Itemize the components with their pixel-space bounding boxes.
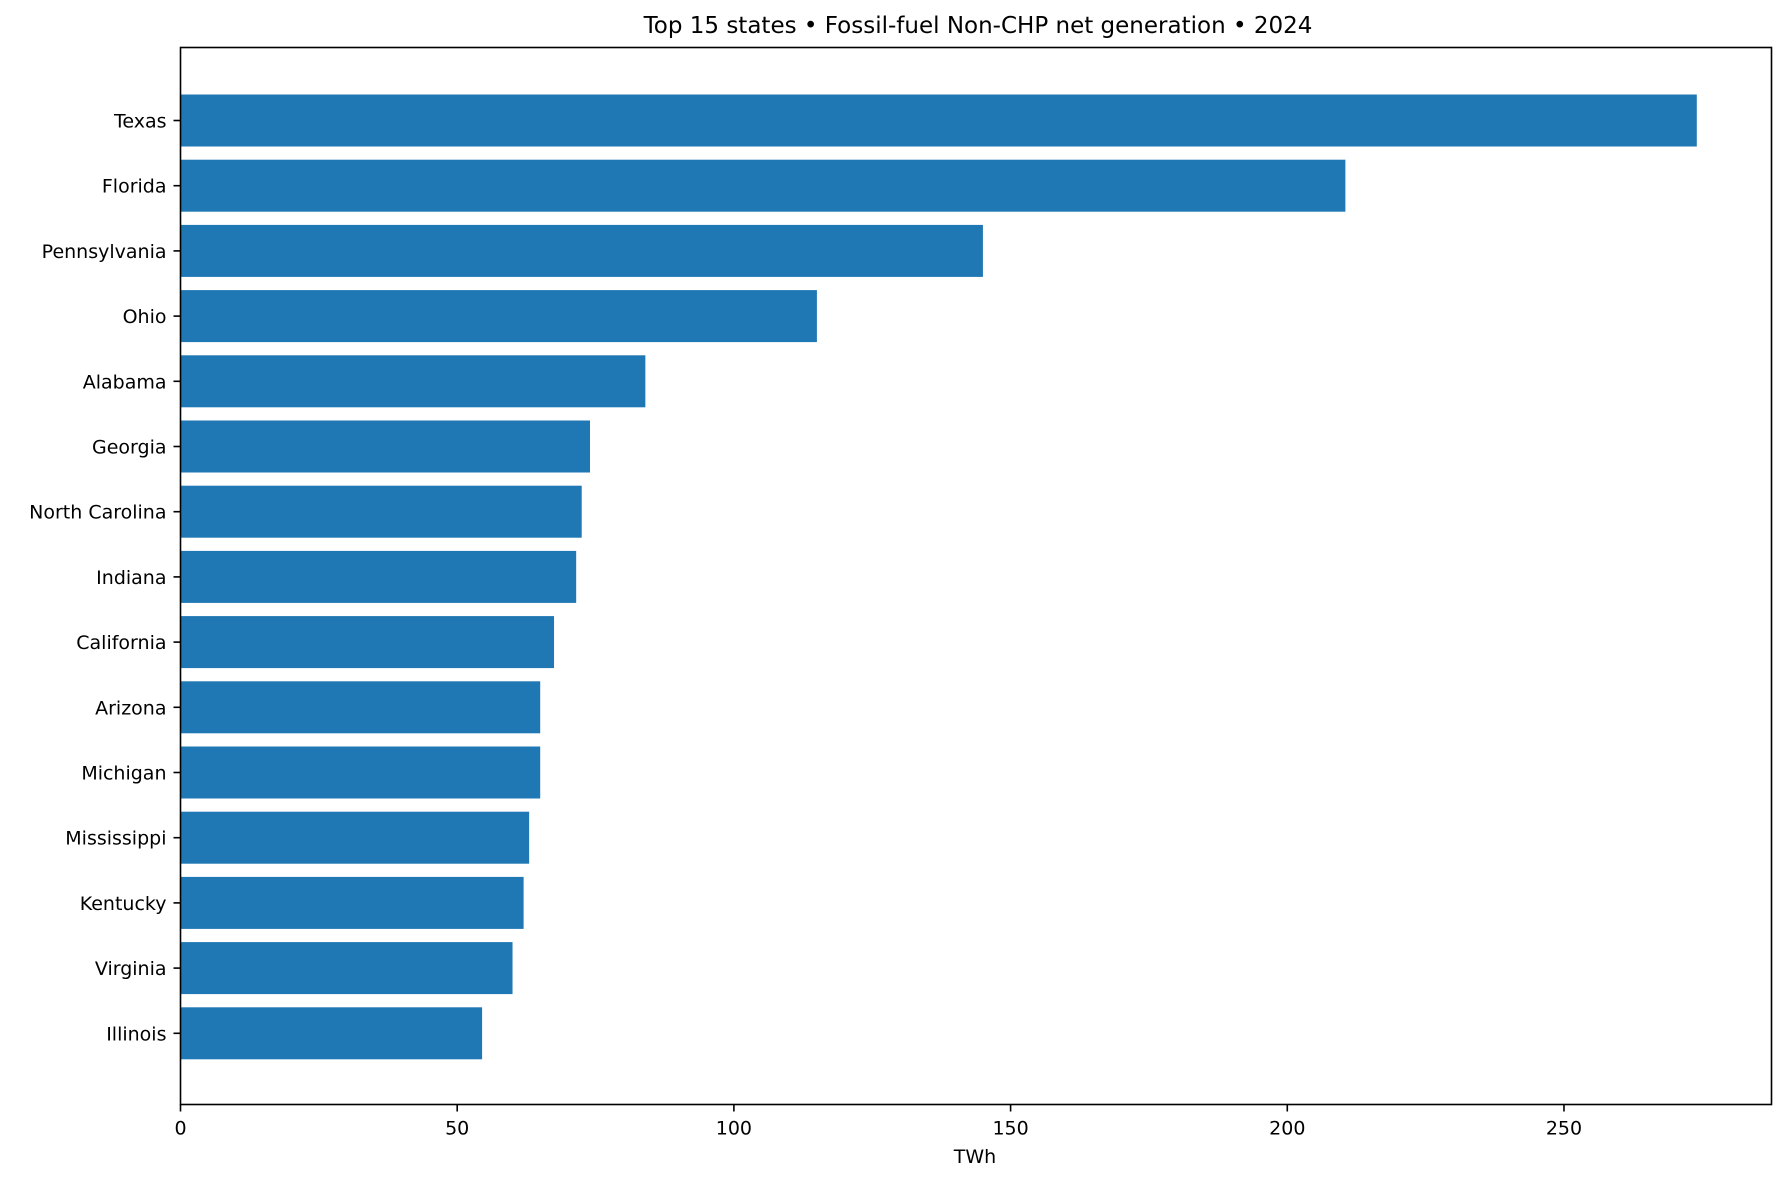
y-tick-label-north-carolina: North Carolina: [29, 502, 166, 524]
bar-texas: [180, 94, 1697, 147]
bar-alabama: [180, 355, 646, 408]
bar-mississippi: [180, 811, 530, 864]
x-axis-label: TWh: [953, 1146, 996, 1168]
bar-pennsylvania: [180, 224, 983, 277]
bar-california: [180, 616, 555, 669]
x-axis-ticks: 0 50 100 150 200 250: [174, 1104, 1582, 1140]
x-tick-label-200: 200: [1269, 1118, 1305, 1140]
bar-north-carolina: [180, 485, 582, 538]
bar-arizona: [180, 681, 541, 734]
y-tick-label-ohio: Ohio: [123, 306, 167, 328]
y-tick-label-kentucky: Kentucky: [80, 893, 167, 915]
bar-indiana: [180, 550, 577, 603]
bar-illinois: [180, 1007, 483, 1060]
y-tick-label-pennsylvania: Pennsylvania: [42, 241, 167, 263]
x-tick-label-150: 150: [992, 1118, 1028, 1140]
bar-michigan: [180, 746, 541, 799]
y-tick-label-georgia: Georgia: [92, 437, 167, 459]
bar-georgia: [180, 420, 591, 473]
x-tick-label-50: 50: [445, 1118, 469, 1140]
y-tick-label-michigan: Michigan: [81, 763, 166, 785]
y-tick-label-illinois: Illinois: [106, 1023, 166, 1045]
y-tick-label-virginia: Virginia: [95, 958, 167, 980]
y-tick-label-alabama: Alabama: [83, 371, 167, 393]
y-tick-label-california: California: [76, 632, 166, 654]
y-tick-label-indiana: Indiana: [96, 567, 166, 589]
y-axis-ticks: Texas Florida Pennsylvania Ohio Alabama Georg…: [29, 111, 181, 1045]
x-tick-label-0: 0: [174, 1118, 186, 1140]
chart-title: Top 15 states • Fossil-fuel Non-CHP net …: [643, 13, 1313, 39]
bars-layer: [180, 94, 1697, 1060]
y-tick-label-mississippi: Mississippi: [65, 828, 166, 850]
bar-ohio: [180, 290, 817, 343]
y-tick-label-texas: Texas: [113, 111, 167, 133]
y-tick-label-florida: Florida: [102, 176, 167, 198]
y-tick-label-arizona: Arizona: [95, 697, 166, 719]
bar-kentucky: [180, 876, 524, 929]
x-tick-label-250: 250: [1546, 1118, 1582, 1140]
x-tick-label-100: 100: [716, 1118, 752, 1140]
bar-virginia: [180, 942, 513, 995]
bar-florida: [180, 159, 1346, 212]
plot-frame: [179, 46, 1773, 1106]
